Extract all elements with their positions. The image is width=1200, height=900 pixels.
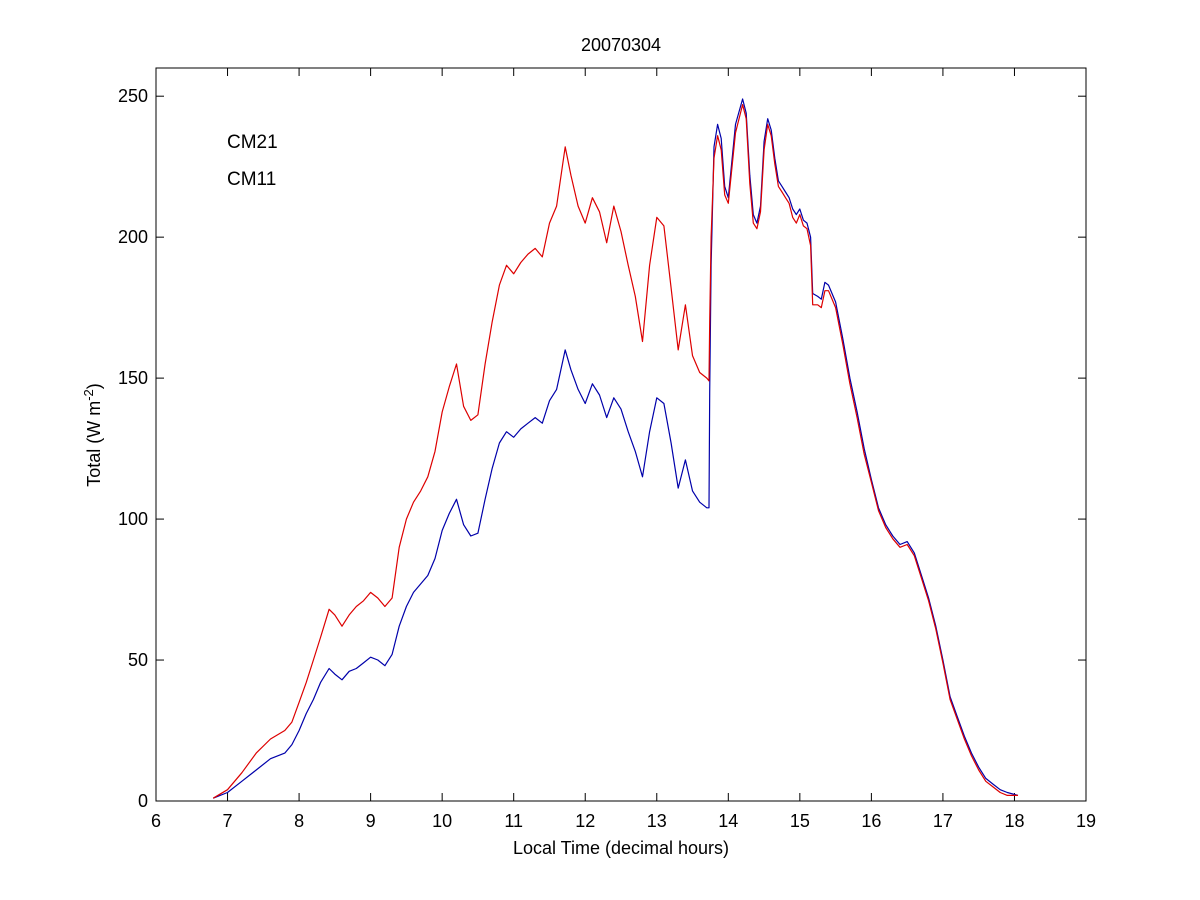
series-line-cm11 [212, 104, 1018, 799]
legend: CM21 CM11 [227, 132, 278, 190]
y-tick-label: 100 [118, 509, 148, 529]
series-line-cm21 [212, 98, 1019, 799]
x-tick-label: 7 [223, 811, 233, 831]
y-tick-label: 50 [128, 650, 148, 670]
axis-ticks [155, 68, 1087, 802]
y-tick-label: 0 [138, 791, 148, 811]
x-tick-label: 6 [151, 811, 161, 831]
y-tick-label: 200 [118, 227, 148, 247]
x-tick-label: 16 [861, 811, 881, 831]
x-tick-label: 15 [790, 811, 810, 831]
y-tick-label: 150 [118, 368, 148, 388]
x-tick-label: 19 [1076, 811, 1096, 831]
x-axis-label: Local Time (decimal hours) [513, 838, 729, 858]
plot-frame [155, 67, 1087, 802]
y-axis-label: Total (W m-2) [81, 383, 104, 487]
y-axis-label-exponent: -2 [81, 389, 96, 401]
y-axis-label-main: Total (W m [84, 401, 104, 487]
x-tick-label: 12 [575, 811, 595, 831]
legend-label-cm21: CM21 [227, 132, 278, 153]
data-series [212, 98, 1019, 799]
x-tick-label: 9 [366, 811, 376, 831]
x-tick-label: 18 [1004, 811, 1024, 831]
x-tick-label: 11 [504, 811, 523, 831]
x-tick-label: 17 [933, 811, 953, 831]
tick-labels: 6 7 8 9 10 11 12 13 14 15 16 17 18 19 0 50 100 150 200 250 [118, 86, 1096, 831]
x-tick-label: 8 [294, 811, 304, 831]
legend-label-cm11: CM11 [227, 169, 276, 190]
y-axis-label-close: ) [84, 383, 104, 389]
x-tick-label: 10 [432, 811, 452, 831]
y-tick-label: 250 [118, 86, 148, 106]
x-tick-label: 13 [647, 811, 667, 831]
chart-title: 20070304 [581, 35, 661, 55]
x-tick-label: 14 [718, 811, 738, 831]
